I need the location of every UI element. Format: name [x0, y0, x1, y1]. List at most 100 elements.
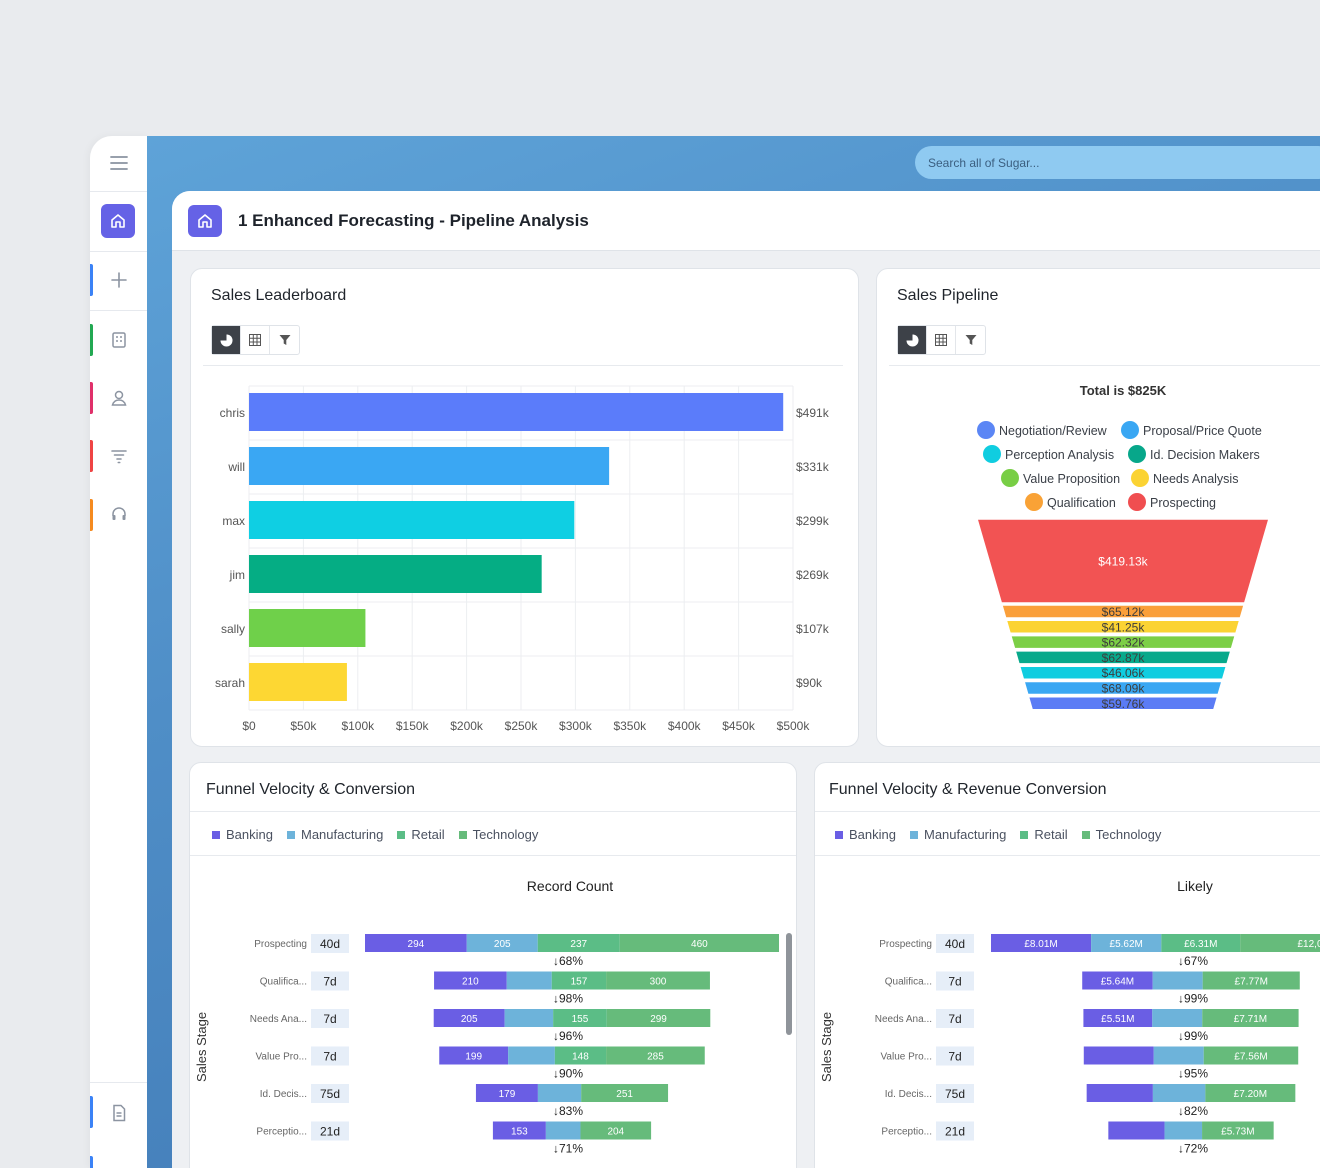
conversion-label: ↓68% — [553, 954, 583, 968]
stage-label: Prospecting — [879, 939, 932, 950]
dashboard-home-button[interactable] — [188, 205, 222, 237]
legend-item-banking[interactable]: Banking — [835, 827, 896, 842]
days-label: 40d — [945, 937, 965, 951]
segment-value-label: 300 — [650, 977, 667, 988]
chart-title: Total is $825K — [1080, 383, 1167, 398]
days-label: 21d — [320, 1125, 340, 1139]
segment-label: $62.87k — [1102, 651, 1146, 665]
segment-value-label: 153 — [511, 1127, 528, 1138]
funnel-segment — [1023, 680, 1223, 696]
segment-value-label: 205 — [494, 939, 511, 950]
segment-label: $68.09k — [1102, 682, 1146, 696]
bar — [249, 663, 347, 701]
y-axis-label: Sales Stage — [194, 1012, 209, 1082]
days-badge — [311, 1009, 349, 1028]
value-label: $491k — [796, 406, 830, 420]
days-label: 21d — [945, 1125, 965, 1139]
segment-label: $41.25k — [1102, 620, 1146, 634]
stack-segment — [1240, 934, 1320, 952]
stage-label: Value Pro... — [880, 1052, 932, 1063]
value-label: $299k — [796, 514, 830, 528]
stage-label: Id. Decis... — [885, 1089, 932, 1100]
stack-segment — [1205, 1084, 1296, 1102]
menu-icon[interactable] — [107, 152, 131, 174]
segment-value-label: 299 — [650, 1014, 667, 1025]
filter-icon[interactable] — [956, 326, 985, 354]
pie-chart-icon[interactable] — [212, 326, 241, 354]
legend-item-banking[interactable]: Banking — [212, 827, 273, 842]
filter-icon[interactable] — [270, 326, 299, 354]
legend-label: Value Proposition — [1023, 472, 1120, 486]
stack-segment — [1202, 971, 1300, 990]
funnel-velocity-chart: Record Count Sales Stage Prospecting 40d 294… — [194, 878, 779, 1156]
legend-label: Negotiation/Review — [999, 424, 1108, 438]
stage-label: Prospecting — [254, 939, 307, 950]
stack-segment — [1082, 971, 1153, 990]
card-title: Sales Leaderboard — [211, 287, 347, 304]
days-badge — [936, 1121, 974, 1141]
category-label: sally — [221, 622, 245, 636]
days-label: 75d — [945, 1087, 965, 1101]
days-label: 7d — [948, 1050, 961, 1064]
home-icon — [111, 214, 125, 228]
scrollbar[interactable] — [786, 933, 792, 1035]
support-icon[interactable] — [107, 503, 131, 527]
sales-leaderboard-card: Sales Leaderboard $0 $50k $100k $150k $200k $… — [190, 268, 859, 747]
document-icon[interactable] — [107, 1101, 131, 1125]
leaderboard-chart: $0 $50k $100k $150k $200k $250k $300k $350k $400… — [215, 385, 830, 733]
stack-segment — [553, 1009, 607, 1027]
plus-icon[interactable] — [107, 268, 131, 292]
days-label: 7d — [323, 1012, 336, 1026]
filter-icon[interactable] — [107, 444, 131, 468]
legend-marker — [977, 421, 995, 439]
legend-item-manufacturing[interactable]: Manufacturing — [286, 827, 383, 842]
stage-label: Needs Ana... — [875, 1014, 932, 1025]
days-badge — [936, 1084, 974, 1103]
x-tick-label: $500k — [777, 719, 811, 733]
stack-segment — [545, 1121, 581, 1140]
legend-marker — [983, 445, 1001, 463]
segment-label: $59.76k — [1102, 697, 1146, 711]
days-label: 7d — [323, 1050, 336, 1064]
stack-segment — [537, 1084, 582, 1102]
table-icon[interactable] — [241, 326, 270, 354]
stack-segment — [1152, 971, 1203, 990]
contact-icon[interactable] — [107, 386, 131, 410]
value-label: $107k — [796, 622, 830, 636]
table-icon[interactable] — [927, 326, 956, 354]
global-search-input[interactable]: Search all of Sugar... — [915, 146, 1320, 179]
stack-segment — [1083, 1009, 1153, 1027]
home-nav-button[interactable] — [101, 204, 135, 238]
stage-label: Perceptio... — [256, 1127, 307, 1138]
x-tick-label: $350k — [613, 719, 647, 733]
legend-item-retail[interactable]: Retail — [1020, 827, 1068, 842]
stack-segment — [1161, 934, 1241, 952]
days-label: 7d — [323, 975, 336, 989]
legend-item-retail[interactable]: Retail — [397, 827, 445, 842]
bar — [249, 393, 784, 431]
stack-segment — [606, 1046, 705, 1065]
legend-item-technology[interactable]: Technology — [1081, 827, 1161, 842]
pie-chart-icon[interactable] — [898, 326, 927, 354]
building-icon[interactable] — [107, 328, 131, 352]
segment-value-label: 205 — [461, 1014, 478, 1025]
stage-label: Value Pro... — [255, 1052, 307, 1063]
value-label: $90k — [796, 676, 823, 690]
funnel-segment — [1000, 604, 1246, 619]
sales-pipeline-card: Sales Pipeline Total is $825K Negotiation… — [876, 268, 1320, 747]
conversion-label: ↓82% — [1178, 1104, 1208, 1118]
legend-item-manufacturing[interactable]: Manufacturing — [909, 827, 1006, 842]
segment-value-label: £8.01M — [1024, 939, 1057, 950]
chart-toolbar — [211, 325, 300, 355]
legend-marker — [1128, 445, 1146, 463]
conversion-label: ↓99% — [1178, 992, 1208, 1006]
x-tick-label: $100k — [341, 719, 375, 733]
segment-value-label: £5.73M — [1221, 1127, 1254, 1138]
days-badge — [311, 1046, 349, 1066]
legend-label: Perception Analysis — [1005, 448, 1114, 462]
segment-value-label: £5.51M — [1101, 1014, 1134, 1025]
funnel-segment — [1005, 619, 1241, 635]
days-badge — [311, 1084, 349, 1103]
legend-item-technology[interactable]: Technology — [458, 827, 538, 842]
x-tick-label: $200k — [450, 719, 484, 733]
